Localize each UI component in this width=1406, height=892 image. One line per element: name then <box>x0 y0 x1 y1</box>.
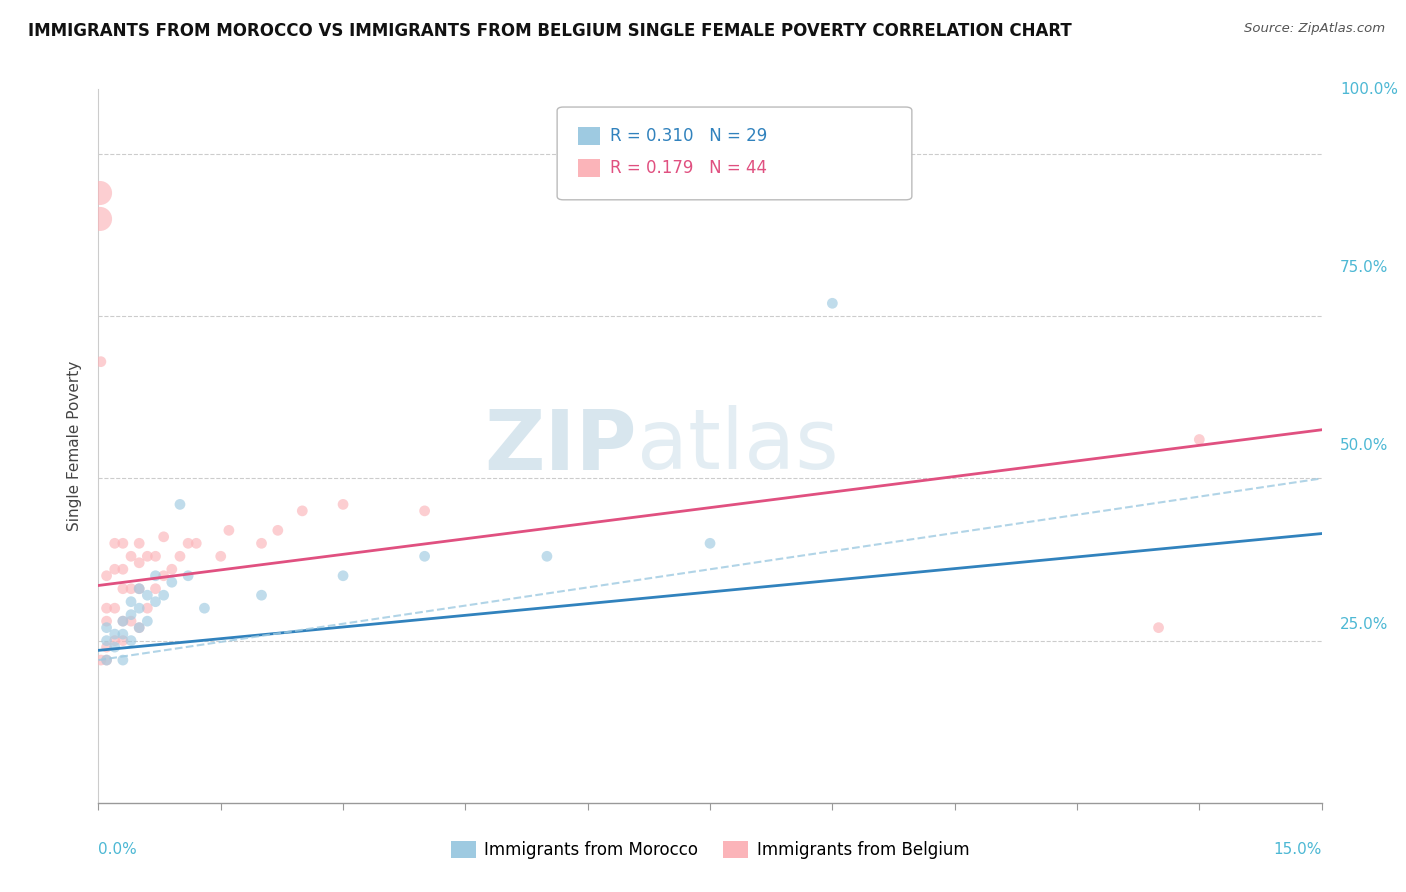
Text: 100.0%: 100.0% <box>1340 82 1398 96</box>
Point <box>90 653 112 667</box>
FancyBboxPatch shape <box>578 159 600 177</box>
Point <box>104 601 127 615</box>
Point <box>90 354 112 368</box>
Point <box>104 562 127 576</box>
Text: 50.0%: 50.0% <box>1340 439 1388 453</box>
Text: R = 0.310   N = 29: R = 0.310 N = 29 <box>610 127 768 145</box>
Point <box>1147 621 1170 635</box>
Point <box>96 653 118 667</box>
Point <box>267 524 290 538</box>
Point <box>145 568 167 582</box>
Text: 75.0%: 75.0% <box>1340 260 1388 275</box>
Legend: Immigrants from Morocco, Immigrants from Belgium: Immigrants from Morocco, Immigrants from… <box>444 834 976 866</box>
Point <box>120 607 142 622</box>
Point <box>160 562 183 576</box>
Point <box>104 633 127 648</box>
Point <box>128 582 150 596</box>
Point <box>250 588 273 602</box>
Text: ZIP: ZIP <box>484 406 637 486</box>
Point <box>332 568 354 582</box>
Point <box>96 640 118 654</box>
Point <box>120 633 142 648</box>
Point <box>128 556 150 570</box>
Point <box>250 536 273 550</box>
Point <box>128 582 150 596</box>
Point <box>218 524 240 538</box>
Point <box>120 582 142 596</box>
Point <box>152 530 174 544</box>
Point <box>128 621 150 635</box>
Point <box>160 575 183 590</box>
Point <box>96 621 118 635</box>
Point <box>111 562 134 576</box>
Text: 25.0%: 25.0% <box>1340 617 1388 632</box>
Point <box>145 582 167 596</box>
Point <box>111 614 134 628</box>
Text: Source: ZipAtlas.com: Source: ZipAtlas.com <box>1244 22 1385 36</box>
Point <box>96 601 118 615</box>
Point <box>96 633 118 648</box>
Point <box>128 536 150 550</box>
Point <box>145 549 167 564</box>
Point <box>332 497 354 511</box>
Point <box>111 536 134 550</box>
Point <box>89 211 111 226</box>
Point <box>145 595 167 609</box>
Point <box>169 549 191 564</box>
Point <box>89 186 111 200</box>
Point <box>209 549 232 564</box>
Point <box>104 640 127 654</box>
Point <box>136 588 159 602</box>
FancyBboxPatch shape <box>578 127 600 145</box>
Text: IMMIGRANTS FROM MOROCCO VS IMMIGRANTS FROM BELGIUM SINGLE FEMALE POVERTY CORRELA: IMMIGRANTS FROM MOROCCO VS IMMIGRANTS FR… <box>28 22 1071 40</box>
Point <box>120 595 142 609</box>
Point <box>120 614 142 628</box>
Point <box>177 568 200 582</box>
Text: 0.0%: 0.0% <box>98 842 138 857</box>
Point <box>111 627 134 641</box>
Point <box>96 614 118 628</box>
Point <box>413 504 436 518</box>
Point <box>169 497 191 511</box>
Point <box>152 568 174 582</box>
Point <box>193 601 215 615</box>
Point <box>111 582 134 596</box>
Text: R = 0.179   N = 44: R = 0.179 N = 44 <box>610 159 766 177</box>
Point <box>104 627 127 641</box>
Point <box>152 588 174 602</box>
Text: atlas: atlas <box>637 406 838 486</box>
Point <box>413 549 436 564</box>
Point <box>128 601 150 615</box>
Point <box>111 653 134 667</box>
Point <box>111 614 134 628</box>
Point <box>111 633 134 648</box>
Point <box>177 536 200 550</box>
Point <box>96 653 118 667</box>
Point <box>120 549 142 564</box>
Point <box>96 568 118 582</box>
Point <box>821 296 844 310</box>
Point <box>186 536 208 550</box>
FancyBboxPatch shape <box>557 107 912 200</box>
Point <box>136 549 159 564</box>
Point <box>536 549 558 564</box>
Point <box>291 504 314 518</box>
Point <box>128 621 150 635</box>
Point <box>699 536 721 550</box>
Point <box>1188 433 1211 447</box>
Y-axis label: Single Female Poverty: Single Female Poverty <box>67 361 83 531</box>
Point <box>136 601 159 615</box>
Point <box>136 614 159 628</box>
Point <box>104 536 127 550</box>
Text: 15.0%: 15.0% <box>1274 842 1322 857</box>
